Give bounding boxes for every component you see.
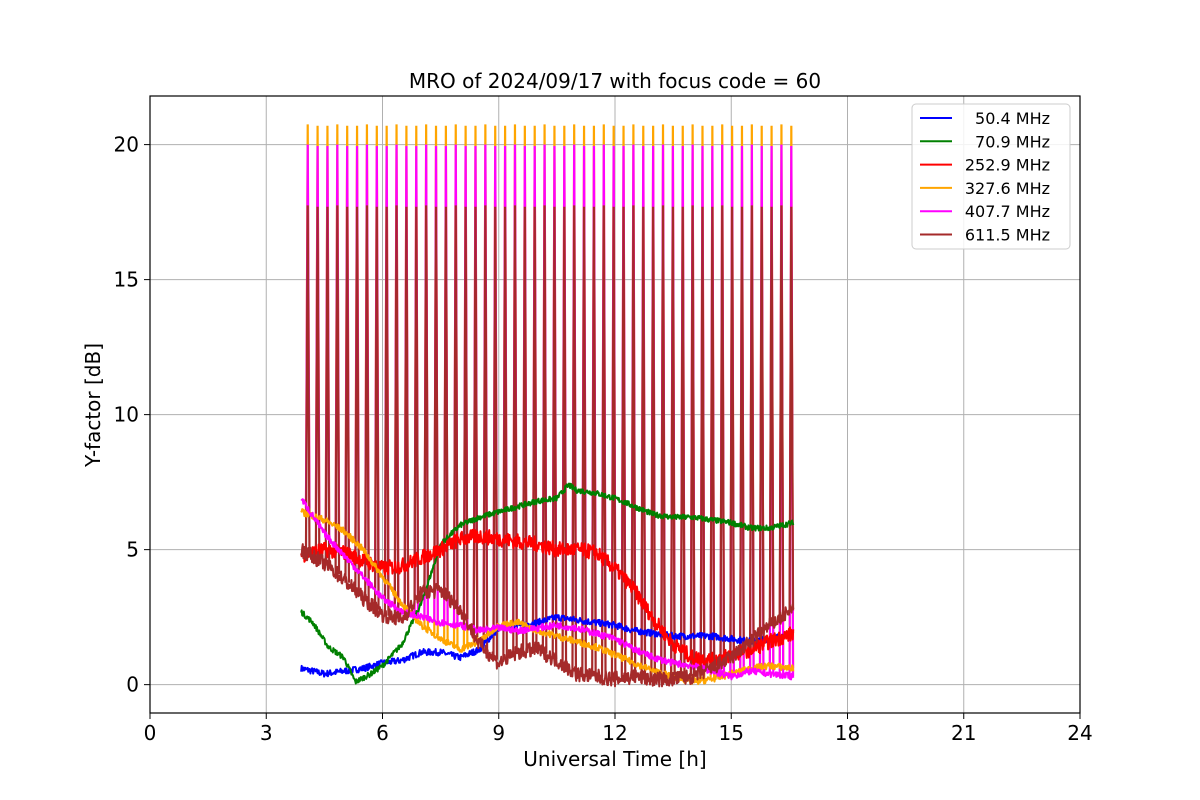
calibration-spike xyxy=(719,205,726,663)
calibration-spike xyxy=(334,205,341,574)
calibration-spike xyxy=(373,206,380,610)
calibration-spike xyxy=(393,205,400,619)
y-tick-label: 10 xyxy=(114,403,139,427)
calibration-spike xyxy=(354,206,360,593)
legend-label: 50.4 MHz xyxy=(975,109,1050,128)
calibration-spike xyxy=(610,206,617,680)
calibration-spike xyxy=(304,205,311,554)
calibration-spike xyxy=(551,206,558,659)
series-line xyxy=(300,508,795,686)
series-layer xyxy=(300,482,795,688)
series-line xyxy=(300,543,795,688)
calibration-spike xyxy=(650,206,656,680)
calibration-spike xyxy=(482,205,489,650)
y-tick-label: 15 xyxy=(114,268,139,292)
chart-title: MRO of 2024/09/17 with focus code = 60 xyxy=(409,69,821,93)
calibration-spike xyxy=(462,206,469,620)
calibration-spike xyxy=(433,206,439,591)
calibration-spike xyxy=(443,206,449,596)
calibration-spike xyxy=(383,206,390,616)
calibration-spike xyxy=(709,206,716,669)
calibration-spike xyxy=(670,206,676,680)
x-tick-label: 12 xyxy=(602,721,627,745)
calibration-spike xyxy=(324,206,331,566)
calibration-spike xyxy=(581,206,587,675)
calibration-spike xyxy=(630,205,637,677)
x-tick-label: 15 xyxy=(719,721,744,745)
calibration-spike xyxy=(403,206,410,614)
calibration-spike xyxy=(739,206,745,649)
legend-label: 252.9 MHz xyxy=(965,156,1050,175)
legend-label: 327.6 MHz xyxy=(965,179,1050,198)
calibration-spike xyxy=(314,206,321,560)
x-tick-label: 6 xyxy=(376,721,389,745)
calibration-spike xyxy=(413,206,420,600)
y-tick-label: 20 xyxy=(114,133,139,157)
legend-box xyxy=(911,103,1071,250)
x-tick-label: 24 xyxy=(1067,721,1092,745)
calibration-spike xyxy=(452,205,459,605)
calibration-spike xyxy=(748,205,755,641)
calibration-spike xyxy=(758,206,765,633)
calibration-spike xyxy=(344,206,351,583)
y-axis-label: Y-factor [dB] xyxy=(81,343,105,468)
calibration-spike xyxy=(729,206,735,657)
calibration-spike xyxy=(640,206,647,678)
legend-label: 611.5 MHz xyxy=(965,226,1050,245)
x-tick-label: 9 xyxy=(492,721,505,745)
calibration-spike xyxy=(561,206,568,666)
calibration-spike xyxy=(600,205,607,678)
calibration-spike xyxy=(472,206,479,638)
calibration-spike xyxy=(541,205,548,654)
calibration-spike xyxy=(512,205,518,655)
x-tick-label: 21 xyxy=(951,721,976,745)
x-tick-label: 18 xyxy=(835,721,860,745)
calibration-spike xyxy=(788,206,795,611)
calibration-spike xyxy=(364,205,370,602)
y-tick-label: 0 xyxy=(126,673,139,697)
x-tick-label: 3 xyxy=(260,721,273,745)
calibration-spike xyxy=(660,205,666,680)
calibration-spike xyxy=(620,206,627,679)
legend-label: 407.7 MHz xyxy=(965,202,1050,221)
legend-label: 70.9 MHz xyxy=(975,132,1050,151)
calibration-spike xyxy=(778,205,785,618)
series-line xyxy=(300,498,795,681)
calibration-spike xyxy=(679,206,686,678)
calibration-spike xyxy=(423,205,429,593)
legend: 50.4 MHz 70.9 MHz 252.9 MHz 327.6 MHz 407.7 … xyxy=(911,103,1071,250)
ticks: 0 3 6 9 12 15 18 21 24 0 5 10 15 20 xyxy=(114,133,1093,745)
calibration-spike xyxy=(492,206,499,660)
y-tick-label: 5 xyxy=(126,538,139,562)
x-axis-label: Universal Time [h] xyxy=(523,747,706,771)
calibration-spike xyxy=(768,206,775,625)
calibration-spike xyxy=(571,205,578,673)
calibration-spike xyxy=(591,206,597,677)
x-tick-label: 0 xyxy=(144,721,157,745)
series-line xyxy=(300,482,795,685)
